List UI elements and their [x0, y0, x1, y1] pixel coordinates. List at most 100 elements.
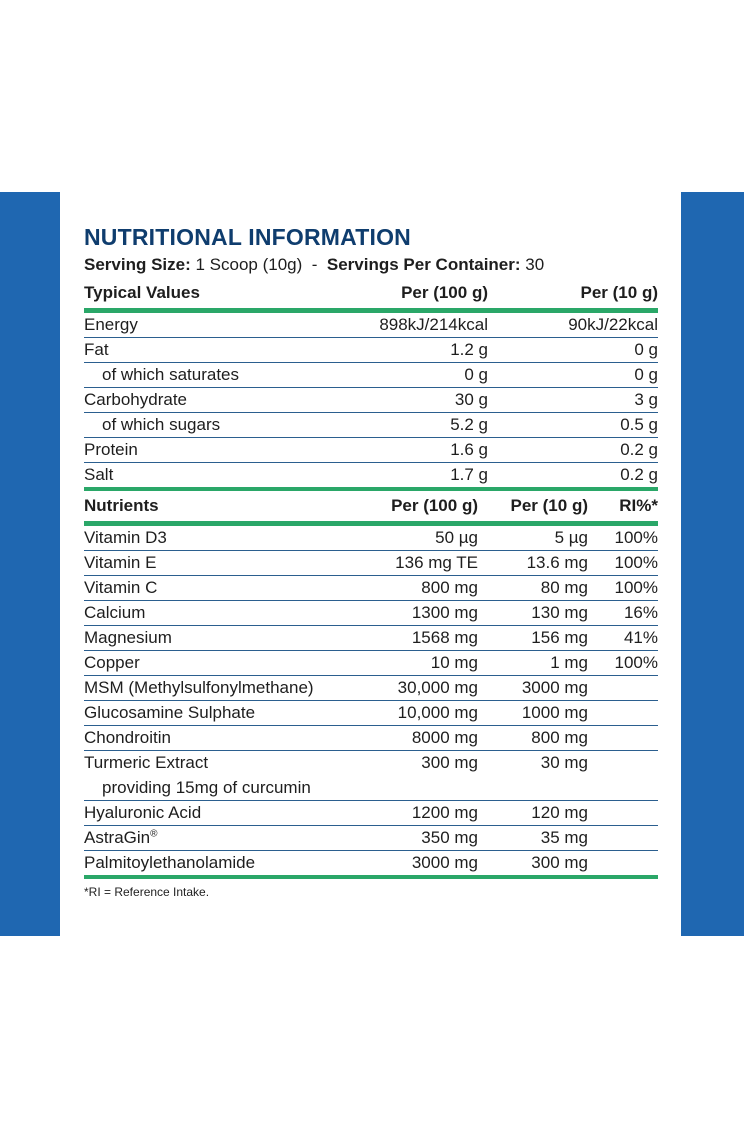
- row-per-100g: 30,000 mg: [397, 678, 478, 697]
- table-row: AstraGin® 350 mg 35 mg: [84, 826, 658, 851]
- row-per-10g: 300 mg: [531, 853, 588, 872]
- row-name: Chondroitin: [84, 728, 171, 747]
- row-name: Vitamin E: [84, 553, 157, 572]
- row-name: Vitamin C: [84, 578, 158, 597]
- header-ri: RI%*: [619, 496, 658, 515]
- table-row: Protein 1.6 g 0.2 g: [84, 438, 658, 463]
- table-row: Turmeric Extract 300 mg 30 mg providing 15m…: [84, 751, 658, 801]
- row-per-10g: 13.6 mg: [526, 553, 588, 572]
- row-per-10g: 0 g: [634, 365, 658, 384]
- table-row: Fat 1.2 g 0 g: [84, 338, 658, 363]
- row-ri: [588, 751, 658, 776]
- green-rule: [84, 875, 658, 879]
- row-per-100g: 10 mg: [430, 653, 478, 672]
- table-row: Magnesium 1568 mg 156 mg 41%: [84, 626, 658, 651]
- row-per-100g: 50 µg: [435, 528, 478, 547]
- table-row: Calcium 1300 mg 130 mg 16%: [84, 601, 658, 626]
- row-per-100g: 1.6 g: [450, 440, 488, 459]
- row-per-100g: 1.2 g: [450, 340, 488, 359]
- table-row: Salt 1.7 g 0.2 g: [84, 463, 658, 487]
- table-row: Palmitoylethanolamide 3000 mg 300 mg: [84, 851, 658, 875]
- table-row: Hyaluronic Acid 1200 mg 120 mg: [84, 801, 658, 826]
- table-row: Vitamin C 800 mg 80 mg 100%: [84, 576, 658, 601]
- header-typical-values: Typical Values: [84, 283, 200, 302]
- row-per-100g: 300 mg: [421, 753, 478, 772]
- row-per-10g: 90kJ/22kcal: [568, 315, 658, 334]
- row-ri: [588, 676, 658, 700]
- row-ri: [588, 726, 658, 750]
- row-per-100g: 1300 mg: [411, 603, 478, 622]
- header-per-10g: Per (10 g): [580, 283, 658, 302]
- row-ri: 41%: [623, 628, 658, 647]
- row-ri: [588, 801, 658, 825]
- table-row: Chondroitin 8000 mg 800 mg: [84, 726, 658, 751]
- servings-per-container-label: Servings Per Container:: [326, 255, 521, 274]
- row-name: Carbohydrate: [84, 390, 188, 409]
- row-ri: 16%: [623, 603, 658, 622]
- row-per-100g: 136 mg TE: [395, 553, 478, 572]
- row-name: Fat: [84, 340, 109, 359]
- row-per-10g: 0.5 g: [620, 415, 658, 434]
- row-per-10g: 35 mg: [540, 828, 588, 847]
- row-ri: 100%: [614, 553, 658, 572]
- table-row: MSM (Methylsulfonylmethane) 30,000 mg 3000…: [84, 676, 658, 701]
- row-per-10g: 0.2 g: [620, 465, 658, 484]
- header-per-100g: Per (100 g): [401, 283, 488, 302]
- row-per-100g: 1.7 g: [450, 465, 488, 484]
- row-name: AstraGin: [84, 828, 151, 847]
- row-per-10g: 800 mg: [531, 728, 588, 747]
- row-per-10g: 3000 mg: [521, 678, 588, 697]
- row-per-100g: 30 g: [454, 390, 488, 409]
- row-per-100g: 0 g: [464, 365, 488, 384]
- row-name: of which saturates: [102, 365, 240, 384]
- row-per-10g: 80 mg: [540, 578, 588, 597]
- row-name: Salt: [84, 465, 114, 484]
- row-name: Palmitoylethanolamide: [84, 853, 256, 872]
- header-nutrients: Nutrients: [84, 496, 159, 515]
- row-per-10g: 30 mg: [540, 753, 588, 772]
- row-name: MSM (Methylsulfonylmethane): [84, 678, 314, 697]
- row-ri: [588, 851, 658, 875]
- serving-info: Serving Size: 1 Scoop (10g) - Servings P…: [84, 252, 658, 278]
- row-ri: 100%: [614, 578, 658, 597]
- row-per-100g: 350 mg: [421, 828, 478, 847]
- row-name: Calcium: [84, 603, 146, 622]
- row-per-10g: 5 µg: [554, 528, 588, 547]
- green-rule: [84, 521, 658, 526]
- typical-header: Typical Values Per (100 g) Per (10 g): [84, 278, 658, 308]
- table-row: Vitamin E 136 mg TE 13.6 mg 100%: [84, 551, 658, 576]
- header-per-10g: Per (10 g): [510, 496, 588, 515]
- table-row: Vitamin D3 50 µg 5 µg 100%: [84, 526, 658, 551]
- row-name: Vitamin D3: [84, 528, 167, 547]
- row-per-100g: 5.2 g: [450, 415, 488, 434]
- footnote: *RI = Reference Intake.: [84, 885, 210, 899]
- row-per-100g: 898kJ/214kcal: [379, 315, 488, 334]
- table-row: Energy 898kJ/214kcal 90kJ/22kcal: [84, 313, 658, 338]
- row-per-10g: 1000 mg: [521, 703, 588, 722]
- registered-mark: ®: [150, 828, 158, 840]
- row-per-10g: 0.2 g: [620, 440, 658, 459]
- row-per-10g: 120 mg: [531, 803, 588, 822]
- row-name: Turmeric Extract: [84, 753, 209, 772]
- row-name: Protein: [84, 440, 138, 459]
- row-per-100g: 3000 mg: [411, 853, 478, 872]
- row-ri: [588, 826, 658, 850]
- row-per-10g: 156 mg: [531, 628, 588, 647]
- row-name: Hyaluronic Acid: [84, 803, 202, 822]
- row-per-10g: 3 g: [634, 390, 658, 409]
- row-name: Copper: [84, 653, 140, 672]
- row-per-10g: 1 mg: [550, 653, 588, 672]
- nutrition-panel: NUTRITIONAL INFORMATION Serving Size: 1 …: [84, 222, 658, 899]
- table-row: of which sugars 5.2 g 0.5 g: [84, 413, 658, 438]
- serving-separator: -: [311, 255, 318, 274]
- table-row: of which saturates 0 g 0 g: [84, 363, 658, 388]
- row-name-cell: AstraGin®: [84, 826, 338, 850]
- header-per-100g: Per (100 g): [391, 496, 478, 515]
- row-ri: [588, 701, 658, 725]
- typical-table: Energy 898kJ/214kcal 90kJ/22kcal Fat 1.2 g 0 …: [84, 313, 658, 487]
- table-row: Carbohydrate 30 g 3 g: [84, 388, 658, 413]
- nutrients-header: Nutrients Per (100 g) Per (10 g) RI%*: [84, 491, 658, 521]
- row-name: Magnesium: [84, 628, 172, 647]
- row-name: of which sugars: [102, 415, 221, 434]
- row-subtext: providing 15mg of curcumin: [102, 777, 311, 797]
